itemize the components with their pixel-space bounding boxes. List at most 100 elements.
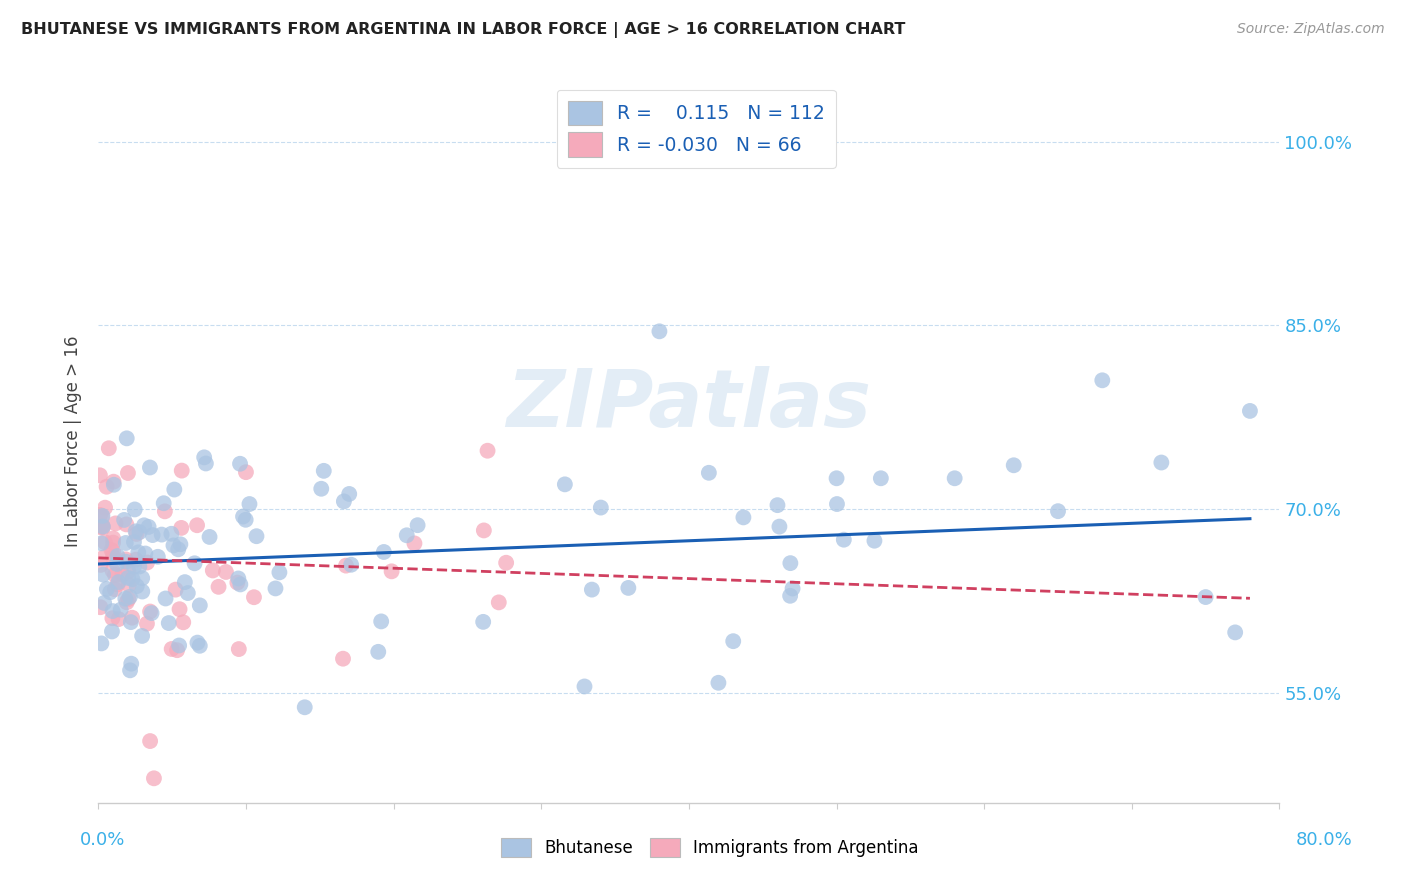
Point xyxy=(201,564,224,578)
Point xyxy=(96,582,118,596)
Point xyxy=(194,457,217,471)
Point xyxy=(160,526,183,541)
Point xyxy=(198,530,221,544)
Text: Source: ZipAtlas.com: Source: ZipAtlas.com xyxy=(1237,22,1385,37)
Point xyxy=(91,567,114,582)
Point xyxy=(554,477,576,491)
Point xyxy=(128,559,150,574)
Point xyxy=(768,519,790,533)
Point xyxy=(1002,458,1025,473)
Point xyxy=(167,542,190,557)
Point xyxy=(101,535,124,549)
Point xyxy=(229,457,252,471)
Point xyxy=(107,549,129,563)
Point xyxy=(472,524,495,538)
Point xyxy=(335,558,357,573)
Point xyxy=(91,520,114,534)
Point xyxy=(488,595,510,609)
Point xyxy=(117,565,139,579)
Point xyxy=(264,582,287,596)
Point xyxy=(215,565,238,579)
Point xyxy=(169,537,191,551)
Point xyxy=(232,509,254,524)
Point xyxy=(1225,625,1247,640)
Point xyxy=(170,464,193,478)
Point xyxy=(90,520,112,534)
Point xyxy=(96,480,118,494)
Point xyxy=(832,533,855,547)
Point xyxy=(91,519,114,533)
Point xyxy=(332,651,354,665)
Point xyxy=(141,606,163,620)
Point xyxy=(581,582,603,597)
Point xyxy=(333,494,356,508)
Point xyxy=(97,442,120,456)
Text: 80.0%: 80.0% xyxy=(1296,831,1353,849)
Point xyxy=(110,603,132,617)
Point xyxy=(165,582,187,597)
Point xyxy=(120,615,142,629)
Point xyxy=(167,639,190,653)
Point xyxy=(89,600,111,615)
Point xyxy=(131,584,153,599)
Point xyxy=(91,509,114,524)
Point xyxy=(125,552,148,566)
Point xyxy=(648,324,671,338)
Point xyxy=(114,552,136,566)
Point xyxy=(574,680,596,694)
Point xyxy=(89,508,111,522)
Point xyxy=(340,558,363,572)
Point xyxy=(166,643,188,657)
Point xyxy=(235,465,257,479)
Point xyxy=(125,579,148,593)
Point xyxy=(150,527,173,541)
Point xyxy=(139,460,162,475)
Point xyxy=(134,547,156,561)
Point xyxy=(404,536,426,550)
Point xyxy=(1150,456,1173,470)
Point xyxy=(153,504,176,518)
Point xyxy=(172,615,194,630)
Point xyxy=(91,519,114,533)
Point xyxy=(245,529,267,543)
Point xyxy=(472,615,495,629)
Point xyxy=(120,663,142,677)
Point xyxy=(101,624,124,639)
Point xyxy=(395,528,418,542)
Point xyxy=(115,517,138,532)
Point xyxy=(131,571,153,585)
Point xyxy=(103,477,125,491)
Point xyxy=(125,527,148,541)
Point xyxy=(136,616,159,631)
Point xyxy=(870,471,893,485)
Point xyxy=(163,483,186,497)
Point xyxy=(173,575,195,590)
Point xyxy=(373,545,395,559)
Point xyxy=(495,556,517,570)
Point xyxy=(101,604,124,618)
Point xyxy=(1091,373,1114,387)
Point xyxy=(825,497,848,511)
Legend: Bhutanese, Immigrants from Argentina: Bhutanese, Immigrants from Argentina xyxy=(495,831,925,864)
Point xyxy=(142,528,165,542)
Point xyxy=(269,566,291,580)
Point xyxy=(101,532,124,546)
Point xyxy=(124,524,146,539)
Point xyxy=(120,657,142,671)
Legend: R =    0.115   N = 112, R = -0.030   N = 66: R = 0.115 N = 112, R = -0.030 N = 66 xyxy=(557,90,835,168)
Point xyxy=(707,675,730,690)
Point xyxy=(103,545,125,559)
Point xyxy=(779,589,801,603)
Point xyxy=(162,538,184,552)
Point xyxy=(115,595,138,609)
Point xyxy=(160,642,183,657)
Point xyxy=(136,556,159,570)
Point xyxy=(89,468,111,483)
Point xyxy=(733,510,755,524)
Point xyxy=(107,575,129,590)
Point xyxy=(142,772,165,786)
Point xyxy=(90,558,112,572)
Point xyxy=(406,518,429,533)
Point xyxy=(100,543,122,558)
Point xyxy=(91,508,114,523)
